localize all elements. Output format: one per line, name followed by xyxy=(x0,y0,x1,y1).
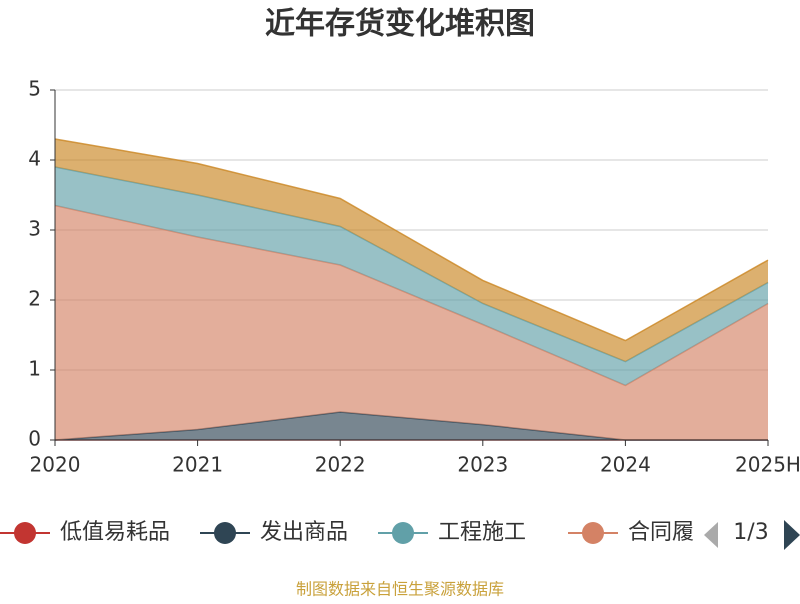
legend-prev[interactable] xyxy=(704,522,718,548)
legend-marker xyxy=(392,522,414,544)
area xyxy=(55,412,768,440)
legend-label: 发出商品 xyxy=(260,520,348,545)
x-tick-label: 2020 xyxy=(30,453,81,477)
y-tick-label: 0 xyxy=(28,427,41,451)
legend-label: 低值易耗品 xyxy=(60,520,170,545)
y-tick-label: 1 xyxy=(28,357,41,381)
area xyxy=(55,167,768,386)
legend-label: 工程施工 xyxy=(438,520,526,545)
y-tick-label: 3 xyxy=(28,217,41,241)
area xyxy=(55,205,768,440)
area xyxy=(55,139,768,362)
legend-page: 1/3 xyxy=(733,520,768,545)
chart-title: 近年存货变化堆积图 xyxy=(265,7,535,42)
legend-marker xyxy=(14,522,36,544)
x-tick-label: 2021 xyxy=(172,453,223,477)
legend-marker xyxy=(214,522,236,544)
y-tick-label: 4 xyxy=(28,147,41,171)
x-tick-label: 2025H xyxy=(735,453,800,477)
legend-next[interactable] xyxy=(784,520,800,550)
x-tick-label: 2022 xyxy=(315,453,366,477)
x-tick-label: 2024 xyxy=(600,453,651,477)
y-tick-label: 5 xyxy=(28,77,41,101)
source-note: 制图数据来自恒生聚源数据库 xyxy=(296,580,504,599)
y-tick-label: 2 xyxy=(28,287,41,311)
legend-label: 合同履 xyxy=(628,520,694,545)
legend-marker xyxy=(582,522,604,544)
x-tick-label: 2023 xyxy=(457,453,508,477)
area-line xyxy=(54,138,769,342)
